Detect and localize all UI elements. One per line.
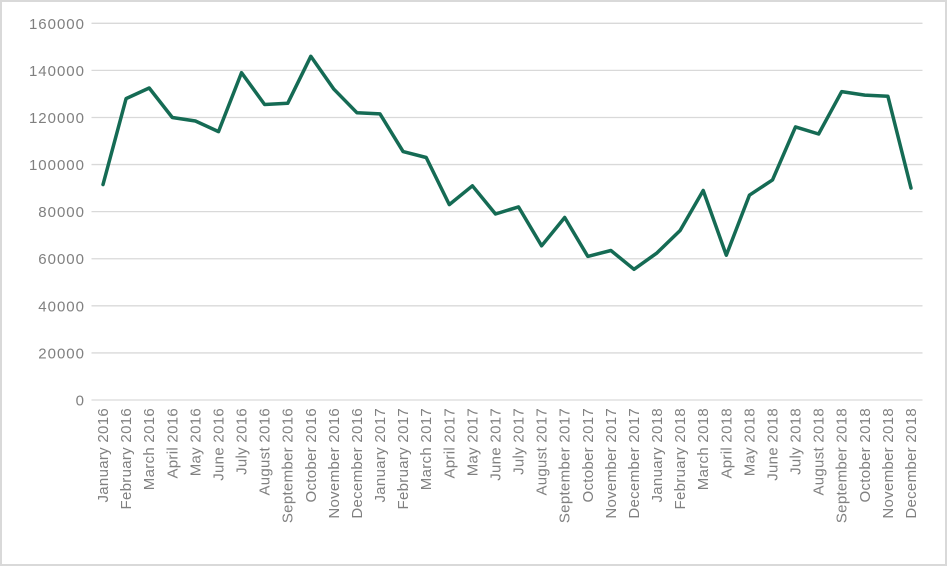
x-axis-tick-label: December 2017	[626, 408, 643, 519]
y-axis-tick-label: 120000	[29, 110, 85, 127]
x-axis-tick-label: January 2016	[95, 408, 112, 503]
x-axis-tick-label: September 2016	[280, 408, 297, 523]
x-axis-tick-label: March 2016	[141, 408, 158, 490]
x-axis-tick-label: January 2018	[649, 408, 666, 503]
series-line	[101, 54, 913, 272]
x-axis-tick-label: July 2017	[511, 408, 528, 475]
x-axis-tick-label: November 2018	[880, 408, 897, 519]
x-axis-tick-label: August 2016	[257, 408, 274, 496]
y-axis-tick-label: 100000	[29, 157, 85, 174]
y-axis-tick-label: 80000	[38, 204, 85, 221]
x-axis-tick-label: October 2018	[857, 408, 874, 503]
x-axis-tick-label: April 2017	[441, 408, 458, 479]
y-axis-tick-label: 0	[76, 393, 85, 410]
x-axis-tick-label: July 2016	[234, 408, 251, 475]
x-axis-tick-label: August 2018	[811, 408, 828, 496]
x-axis-tick-label: May 2016	[187, 408, 204, 476]
x-axis-tick-label: February 2016	[118, 408, 135, 509]
x-axis-tick-label: August 2017	[534, 408, 551, 496]
x-axis-tick-label: November 2016	[326, 408, 343, 519]
x-axis-tick-label: September 2018	[834, 408, 851, 523]
x-axis-tick-label: September 2017	[557, 408, 574, 523]
x-axis-tick-label: February 2017	[395, 408, 412, 509]
x-axis-tick-label: December 2016	[349, 408, 366, 519]
x-axis-tick-label: May 2017	[464, 408, 481, 476]
x-axis-tick-label: November 2017	[603, 408, 620, 519]
x-axis-tick-label: July 2018	[788, 408, 805, 475]
x-axis-tick-labels: January 2016 February 2016 March 2016 April…	[95, 408, 920, 523]
x-axis-tick-label: October 2017	[580, 408, 597, 503]
x-axis-tick-label: February 2018	[672, 408, 689, 509]
x-axis-tick-label: April 2018	[718, 408, 735, 479]
x-axis-tick-label: June 2018	[764, 408, 781, 481]
y-axis-tick-label: 40000	[38, 298, 85, 315]
x-axis-tick-label: January 2017	[372, 408, 389, 503]
x-axis-tick-label: March 2018	[695, 408, 712, 490]
x-axis-tick-label: May 2018	[741, 408, 758, 476]
y-axis-tick-label: 140000	[29, 63, 85, 80]
y-axis-tick-label: 20000	[38, 345, 85, 362]
y-axis-tick-label: 160000	[29, 16, 85, 33]
x-axis-tick-label: June 2017	[487, 408, 504, 481]
y-axis-tick-labels: 0 20000 40000 60000 80000 100000 120000 140000 1…	[29, 16, 85, 410]
x-axis-tick-label: June 2016	[210, 408, 227, 481]
x-axis-tick-label: April 2016	[164, 408, 181, 479]
x-axis-tick-label: October 2016	[303, 408, 320, 503]
x-axis-tick-label: March 2017	[418, 408, 435, 490]
y-axis-tick-label: 60000	[38, 251, 85, 268]
x-axis-tick-label: December 2018	[903, 408, 920, 519]
